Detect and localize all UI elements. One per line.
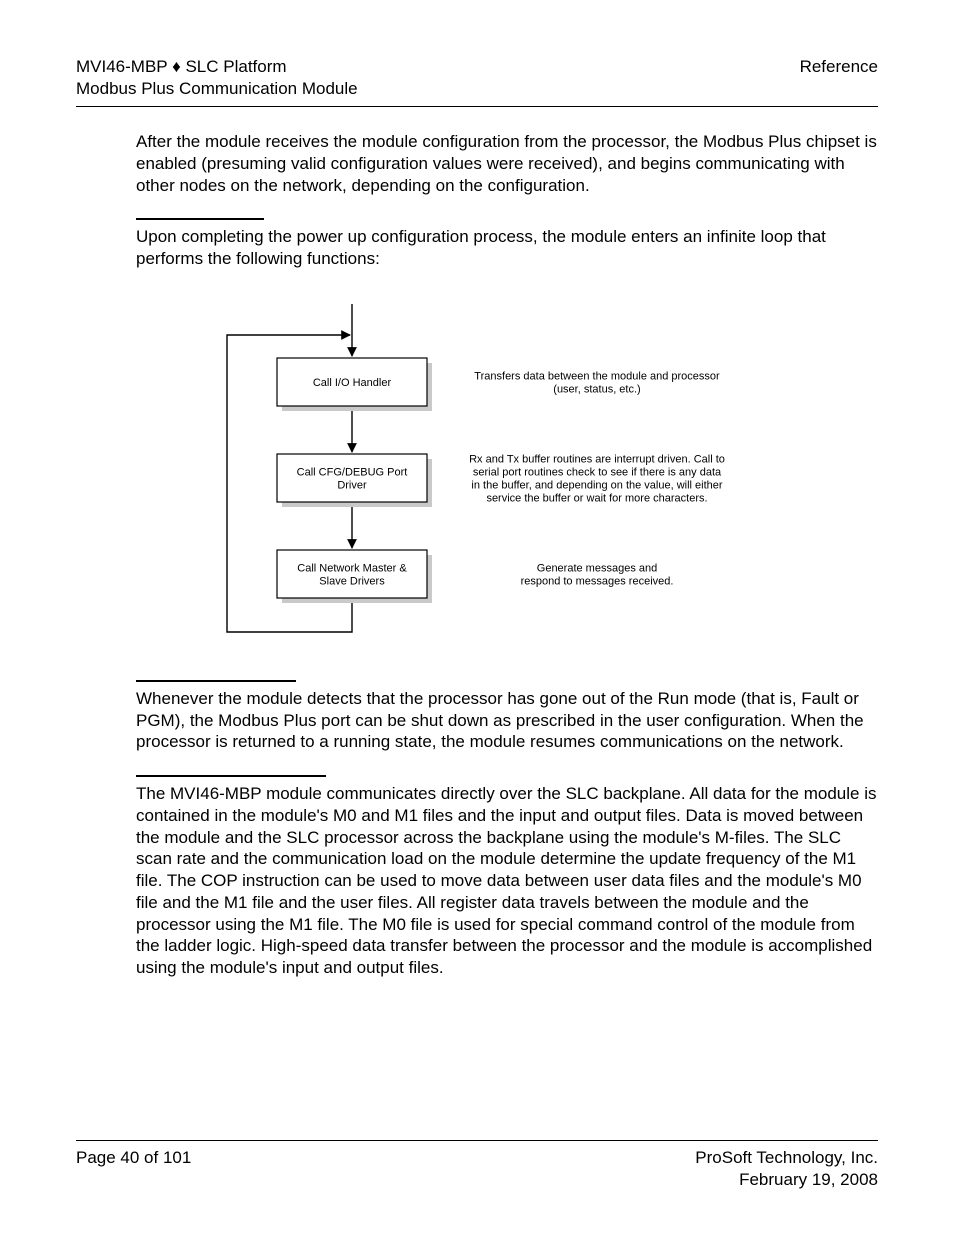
header-rule (76, 106, 878, 107)
header-right: Reference (800, 56, 878, 78)
svg-text:Call CFG/DEBUG Port: Call CFG/DEBUG Port (297, 466, 408, 478)
footer-right: ProSoft Technology, Inc. February 19, 20… (695, 1147, 878, 1191)
svg-text:Rx and Tx buffer routines are: Rx and Tx buffer routines are interrupt … (469, 453, 725, 465)
section-rule-2 (136, 680, 296, 682)
main-loop-flowchart: Call I/O Handler Transfers data between t… (197, 296, 757, 646)
svg-text:in the buffer, and depending o: in the buffer, and depending on the valu… (471, 479, 722, 491)
svg-text:Call I/O Handler: Call I/O Handler (313, 377, 392, 389)
svg-text:Transfers data between the mod: Transfers data between the module and pr… (474, 370, 720, 382)
run-mode-paragraph: Whenever the module detects that the pro… (136, 688, 878, 753)
page-footer: Page 40 of 101 ProSoft Technology, Inc. … (76, 1140, 878, 1191)
svg-text:Driver: Driver (337, 479, 367, 491)
header-platform: SLC Platform (181, 57, 287, 76)
svg-text:Slave Drivers: Slave Drivers (319, 575, 385, 587)
header-product: MVI46-MBP (76, 57, 172, 76)
page-header: MVI46-MBP ♦ SLC Platform Modbus Plus Com… (76, 56, 878, 100)
header-left: MVI46-MBP ♦ SLC Platform Modbus Plus Com… (76, 56, 358, 100)
intro-paragraph: After the module receives the module con… (136, 131, 878, 196)
diamond-icon: ♦ (172, 57, 181, 76)
loop-intro-paragraph: Upon completing the power up configurati… (136, 226, 878, 270)
backplane-paragraph: The MVI46-MBP module communicates direct… (136, 783, 878, 979)
flowchart-container: Call I/O Handler Transfers data between t… (76, 296, 878, 646)
svg-text:Generate messages and: Generate messages and (537, 562, 657, 574)
svg-text:(user, status, etc.): (user, status, etc.) (553, 383, 640, 395)
document-date: February 19, 2008 (695, 1169, 878, 1191)
svg-text:service the buffer or wait for: service the buffer or wait for more char… (486, 492, 707, 504)
page: MVI46-MBP ♦ SLC Platform Modbus Plus Com… (0, 0, 954, 1235)
header-subtitle: Modbus Plus Communication Module (76, 78, 358, 100)
page-number: Page 40 of 101 (76, 1147, 191, 1191)
company-name: ProSoft Technology, Inc. (695, 1147, 878, 1169)
section-rule-3 (136, 775, 326, 777)
footer-rule (76, 1140, 878, 1141)
svg-text:serial port routines check to: serial port routines check to see if the… (473, 466, 722, 478)
section-rule-1 (136, 218, 264, 220)
svg-text:Call Network Master &: Call Network Master & (297, 562, 407, 574)
svg-text:respond to messages received.: respond to messages received. (521, 575, 674, 587)
